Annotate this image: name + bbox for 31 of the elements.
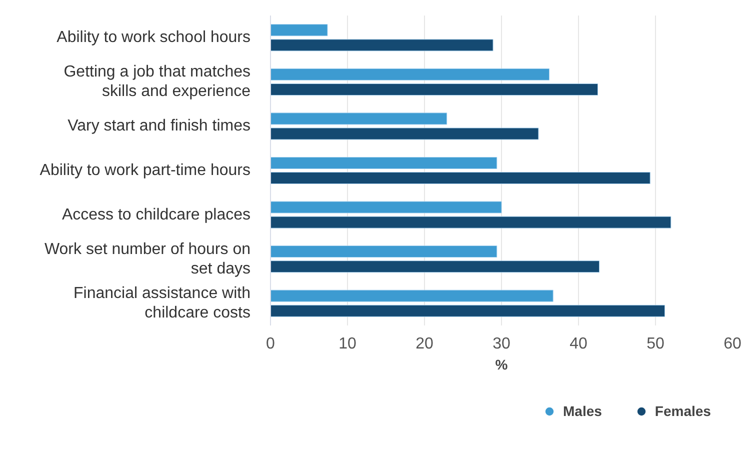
legend-label: Males [563,403,602,419]
bar [270,246,498,258]
x-tick-label: 10 [338,336,356,352]
bar [270,112,448,125]
bar [270,156,498,169]
bar [270,24,328,36]
bar [270,304,665,317]
bar [270,68,550,80]
x-tick-label: 30 [492,336,510,352]
x-tick-label: 50 [646,336,664,352]
y-tick-label: Financial assistance with childcare costs [74,285,251,322]
bar [270,39,494,52]
bar [270,172,650,184]
bar [270,128,539,140]
y-tick-label: Ability to work part-time hours [40,162,250,179]
y-tick-label: Vary start and finish times [68,118,251,135]
bar [270,201,502,214]
x-tick-label: 0 [266,336,276,352]
bar [270,216,672,228]
x-axis-title: % [495,356,508,372]
bar [270,83,598,96]
x-tick-label: 40 [570,336,588,352]
x-tick-label: 60 [724,336,742,352]
bar [270,290,554,302]
legend-label: Females [654,403,711,419]
y-tick-label: Access to childcare places [62,206,250,224]
x-tick-label: 20 [416,336,434,352]
y-tick-label: Work set number of hours on set days [44,240,251,278]
y-tick-label: Ability to work school hours [56,29,250,46]
y-tick-label: Getting a job that matches skills and experience [64,64,251,100]
bar [270,260,600,273]
